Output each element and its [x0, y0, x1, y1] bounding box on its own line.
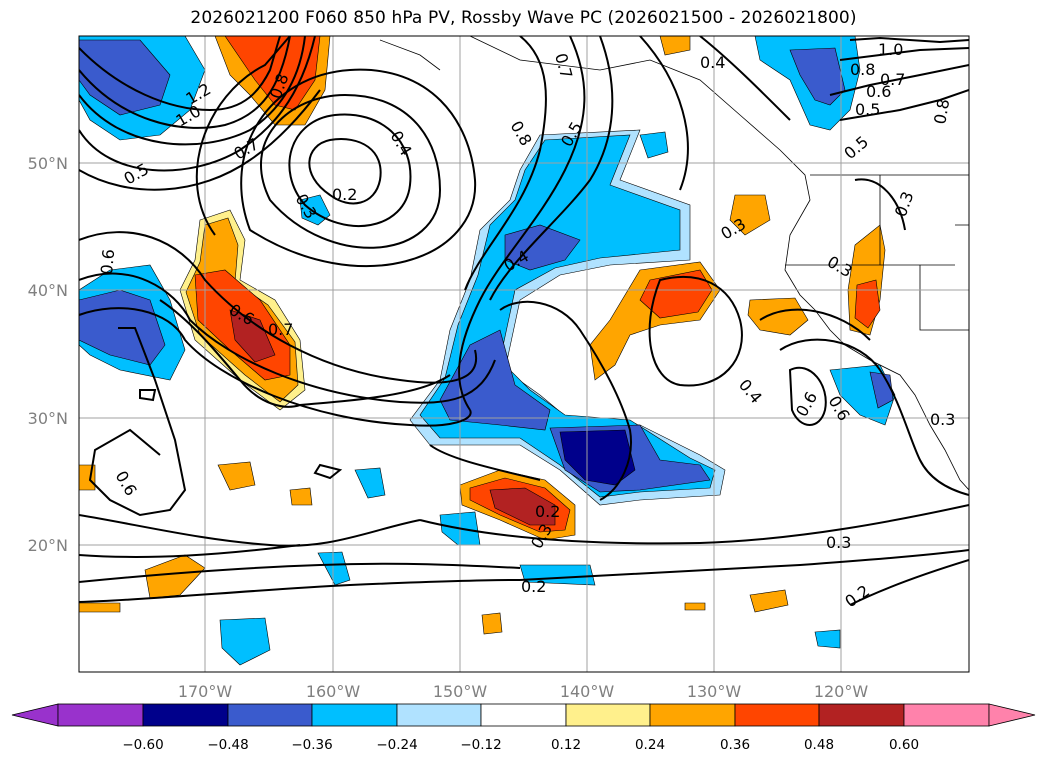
colorbar-segment [734, 703, 820, 727]
contour-label: 0.6 [112, 468, 141, 500]
negative-anomaly-region [317, 551, 351, 586]
positive-anomaly-region [481, 612, 503, 635]
negative-anomaly-region [354, 467, 386, 499]
anomaly-shading [79, 36, 896, 666]
contour-label: 0.8 [507, 118, 536, 150]
negative-anomaly-region [814, 629, 841, 649]
lon-label-170w: 170°W [178, 682, 233, 701]
lon-label-140w: 140°W [560, 682, 615, 701]
colorbar-segment [649, 703, 736, 727]
colorbar-tick-label: 0.12 [551, 737, 581, 753]
contour-label: 0.5 [840, 132, 872, 163]
colorbar-segment [227, 703, 313, 727]
lon-label-120w: 120°W [814, 682, 869, 701]
negative-anomaly-region [219, 617, 271, 666]
positive-anomaly-region [684, 602, 706, 611]
contour-label: 0.8 [930, 97, 953, 125]
negative-anomaly-extreme [559, 429, 636, 486]
colorbar-tick-label: 0.36 [720, 737, 750, 753]
positive-anomaly-region [79, 602, 121, 613]
colorbar-ticks: −0.60 −0.48 −0.36 −0.24 −0.12 0.12 0.24 … [122, 737, 919, 753]
contour-label: 1.0 [878, 40, 903, 59]
colorbar-segment [396, 703, 482, 727]
positive-anomaly-core [224, 36, 321, 111]
colorbar-segment [565, 703, 651, 727]
lat-label-40n: 40°N [28, 281, 68, 300]
contour-label: 0.6 [866, 82, 891, 101]
lon-label-150w: 150°W [433, 682, 488, 701]
contour-label: 0.2 [841, 581, 873, 611]
contour-label: 0.7 [268, 320, 293, 339]
colorbar-segment [903, 703, 990, 727]
lat-lon-labels: 170°W 160°W 150°W 140°W 130°W 120°W 50°N… [28, 154, 869, 701]
colorbar-segment [818, 703, 905, 727]
contour-label: 0.2 [332, 185, 357, 204]
lat-label-50n: 50°N [28, 154, 68, 173]
contour-label: 0.7 [231, 134, 263, 163]
positive-anomaly-core [639, 269, 713, 319]
pv-contours [79, 36, 969, 606]
lat-label-20n: 20°N [28, 536, 68, 555]
lon-label-160w: 160°W [306, 682, 361, 701]
positive-anomaly-region [289, 487, 313, 506]
colorbar-segment [311, 703, 398, 727]
contour-label: 0.8 [850, 60, 875, 79]
contour-label: 0.3 [930, 410, 955, 429]
colorbar-tick-label: −0.48 [207, 737, 248, 753]
contour-label: 0.6 [792, 388, 821, 420]
colorbar [11, 703, 1036, 727]
contour-label: 0.2 [535, 502, 560, 521]
colorbar-tick-label: −0.60 [122, 737, 163, 753]
colorbar-tick-label: 0.24 [635, 737, 665, 753]
contour-label: 0.3 [891, 189, 918, 219]
contour-label: 0.7 [880, 70, 905, 89]
colorbar-segment [142, 703, 229, 727]
colorbar-extend-low [11, 703, 59, 727]
contour-label: 0.4 [735, 375, 766, 407]
positive-anomaly-core [854, 279, 881, 329]
positive-anomaly-region [729, 194, 771, 236]
contour-label: 0.7 [551, 51, 576, 81]
positive-anomaly-region [217, 461, 256, 491]
colorbar-segment [480, 703, 567, 727]
negative-anomaly-region [519, 564, 596, 586]
positive-anomaly-region [749, 589, 789, 613]
map-title: 2026021200 F060 850 hPa PV, Rossby Wave … [190, 8, 857, 28]
lon-label-130w: 130°W [687, 682, 742, 701]
colorbar-tick-label: 0.48 [804, 737, 834, 753]
contour-label: 0.5 [855, 100, 880, 119]
colorbar-tick-label: −0.12 [460, 737, 501, 753]
lat-label-30n: 30°N [28, 409, 68, 428]
positive-anomaly-region [144, 554, 206, 599]
map-frame [78, 35, 970, 673]
positive-anomaly-region [659, 36, 691, 56]
contour-label: 0.3 [826, 533, 851, 552]
positive-anomaly-extreme [489, 487, 556, 526]
positive-anomaly-region [747, 297, 809, 336]
colorbar-extend-high [988, 703, 1036, 727]
negative-anomaly-core [789, 47, 846, 106]
colorbar-tick-label: 0.60 [889, 737, 919, 753]
colorbar-segment [57, 703, 144, 727]
negative-anomaly-region [639, 131, 669, 159]
contour-label: 0.4 [700, 53, 725, 72]
colorbar-tick-label: −0.24 [376, 737, 417, 753]
contour-label: 0.2 [521, 577, 546, 596]
coastlines [379, 36, 969, 491]
contour-label: 0.6 [97, 248, 118, 275]
positive-anomaly-extreme [229, 309, 276, 363]
colorbar-tick-label: −0.36 [291, 737, 332, 753]
